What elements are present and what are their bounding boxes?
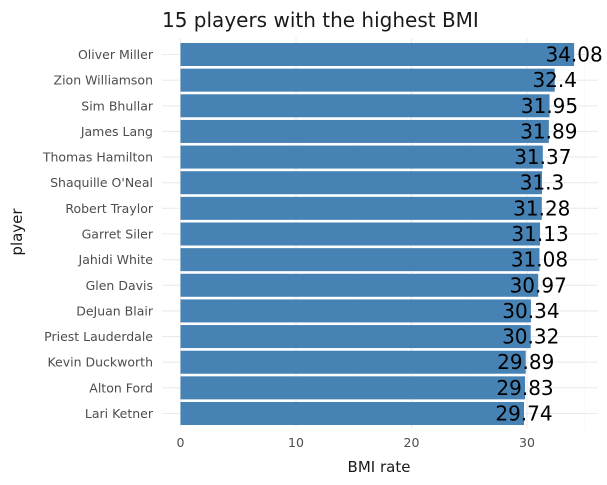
bar-value-label: 32.4: [532, 68, 577, 92]
bar: [180, 299, 531, 323]
bar-value-label: 30.32: [502, 325, 559, 349]
y-axis-tick-label: DeJuan Blair: [76, 303, 154, 318]
bar-value-label: 30.97: [510, 273, 567, 297]
bar: [180, 68, 555, 92]
x-axis-tick-label: 20: [404, 435, 420, 450]
y-axis-tick-label: Robert Traylor: [65, 201, 154, 216]
x-axis-tick-label: 30: [519, 435, 535, 450]
chart-title: 15 players with the highest BMI: [162, 8, 479, 32]
bar: [180, 171, 543, 195]
x-axis-tick-labels: 0 10 20 30: [177, 435, 535, 450]
y-axis-tick-label: Sim Bhullar: [81, 98, 154, 113]
x-axis-tick-label: 0: [177, 435, 185, 450]
bar: [180, 273, 539, 297]
y-axis-tick-label: Kevin Duckworth: [47, 355, 153, 370]
bar: [180, 43, 575, 66]
bar-value-labels: 34.0832.431.9531.8931.3731.331.2831.1331…: [495, 43, 602, 426]
bar-value-label: 31.28: [513, 196, 570, 220]
bar: [180, 350, 526, 374]
bar: [180, 248, 540, 272]
bar-value-label: 31.3: [520, 171, 565, 195]
bar-value-label: 29.89: [497, 350, 554, 374]
bar-value-label: 29.74: [495, 402, 552, 426]
x-axis-title: BMI rate: [348, 458, 411, 476]
y-axis-tick-label: Lari Ketner: [85, 406, 154, 421]
y-axis-tick-label: Shaquille O'Neal: [50, 175, 153, 190]
bar-value-label: 31.13: [511, 222, 568, 246]
bars: [180, 43, 575, 425]
y-axis-tick-label: Alton Ford: [89, 380, 153, 395]
bar: [180, 376, 526, 400]
bar: [180, 119, 549, 143]
y-axis-tick-label: James Lang: [80, 124, 153, 139]
bar: [180, 222, 541, 246]
bar: [180, 402, 524, 425]
y-axis-tick-label: Priest Lauderdale: [44, 329, 153, 344]
y-axis-tick-label: Oliver Miller: [78, 47, 154, 62]
y-axis-tick-label: Glen Davis: [86, 278, 153, 293]
y-axis-title: player: [8, 208, 26, 256]
y-axis-tick-label: Thomas Hamilton: [42, 150, 153, 165]
bar-value-label: 31.95: [521, 94, 578, 118]
bar: [180, 325, 531, 349]
bar: [180, 94, 550, 118]
bar-value-label: 31.08: [511, 248, 568, 272]
bar-value-label: 31.37: [514, 145, 571, 169]
x-axis-tick-label: 10: [288, 435, 304, 450]
y-axis-tick-label: Zion Williamson: [54, 73, 153, 88]
bar: [180, 145, 543, 169]
y-axis-tick-label: Garret Siler: [82, 227, 154, 242]
bar: [180, 196, 542, 220]
bar-value-label: 29.83: [496, 376, 553, 400]
y-axis-tick-label: Jahidi White: [78, 252, 154, 267]
bar-value-label: 31.89: [520, 119, 577, 143]
bar-value-label: 34.08: [545, 43, 602, 67]
y-axis-tick-labels: Oliver Miller Zion Williamson Sim Bhullar J…: [42, 47, 154, 421]
bar-value-label: 30.34: [502, 299, 559, 323]
